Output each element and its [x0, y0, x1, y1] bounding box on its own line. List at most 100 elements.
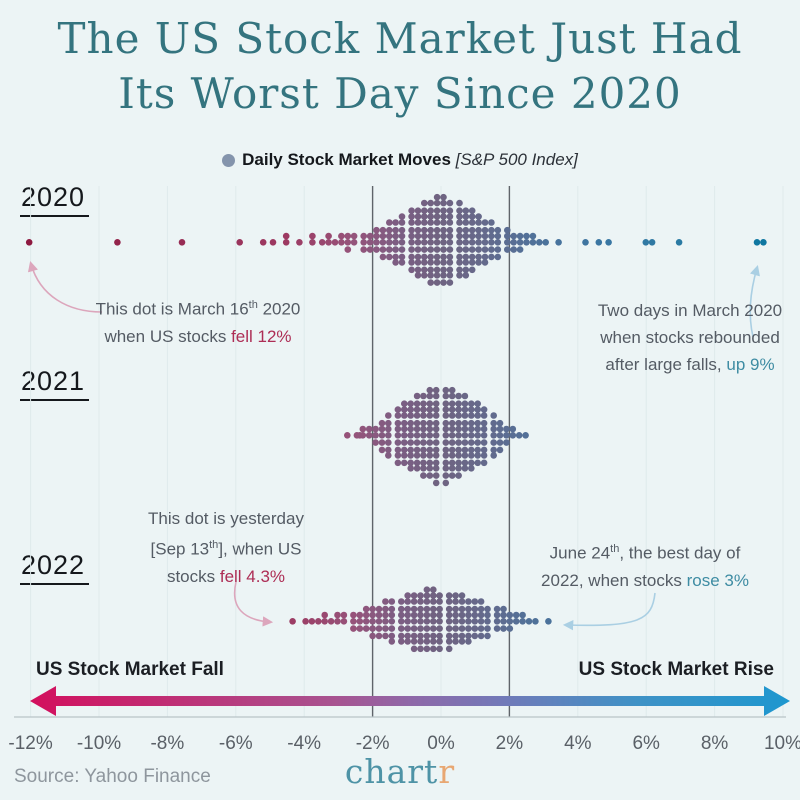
data-dot: [496, 419, 504, 427]
data-dot: [413, 419, 421, 427]
data-dot: [465, 598, 472, 605]
data-dot: [426, 459, 434, 467]
data-dot: [398, 213, 406, 220]
data-dot: [378, 446, 386, 454]
data-dot: [432, 386, 440, 394]
data-dot: [488, 219, 495, 226]
data-dot: [385, 419, 392, 427]
data-dot: [452, 618, 459, 625]
data-dot: [432, 400, 440, 408]
data-dot: [386, 226, 393, 234]
legend-sublabel: [S&P 500 Index]: [455, 150, 578, 169]
data-dot: [595, 239, 603, 246]
data-dot: [529, 239, 537, 246]
data-dot: [385, 452, 392, 459]
data-dot: [475, 226, 482, 234]
data-dot: [458, 605, 466, 613]
data-dot: [432, 392, 440, 400]
data-dot: [410, 611, 418, 619]
data-dot: [417, 632, 424, 640]
data-dot: [465, 638, 472, 645]
data-dot: [506, 611, 514, 619]
data-dot: [421, 232, 428, 240]
data-dot: [488, 232, 495, 240]
data-dot: [433, 272, 441, 279]
data-dot: [480, 459, 488, 467]
data-dot: [471, 598, 479, 605]
data-dot: [423, 586, 431, 593]
data-dot: [461, 425, 469, 433]
data-dot: [474, 425, 482, 433]
data-dot: [394, 412, 402, 419]
data-dot: [433, 259, 441, 266]
data-dot: [385, 446, 392, 454]
data-dot: [445, 645, 453, 653]
data-dot: [426, 439, 434, 446]
data-dot: [407, 406, 415, 413]
data-dot: [458, 611, 466, 619]
data-dot: [386, 253, 393, 261]
data-dot: [420, 432, 427, 439]
data-dot: [388, 605, 396, 613]
data-dot: [494, 226, 502, 234]
data-dot: [504, 246, 511, 253]
data-dot: [446, 246, 454, 253]
data-dot: [436, 611, 443, 619]
data-dot: [321, 618, 329, 625]
data-dot: [394, 406, 402, 413]
data-dot: [468, 419, 475, 427]
data-dot: [455, 459, 462, 467]
data-dot: [296, 239, 303, 246]
data-dot: [452, 632, 459, 640]
data-dot: [407, 412, 415, 419]
data-dot: [432, 479, 440, 487]
data-dot: [433, 219, 441, 226]
data-dot: [471, 632, 479, 640]
data-dot: [407, 446, 415, 454]
data-dot: [344, 239, 352, 246]
data-dot: [515, 432, 523, 439]
data-dot: [442, 446, 450, 454]
data-dot: [675, 239, 683, 246]
legend: Daily Stock Market Moves [S&P 500 Index]: [0, 150, 800, 170]
data-dot: [445, 638, 453, 645]
data-dot: [410, 625, 418, 632]
annotation-2020-rebound: Two days in March 2020 when stocks reboun…: [575, 297, 800, 378]
data-dot: [421, 253, 428, 261]
data-dot: [468, 226, 476, 234]
tick-label-2%: 2%: [495, 733, 524, 754]
data-dot: [427, 246, 435, 253]
data-dot: [468, 239, 476, 246]
data-dot: [475, 219, 482, 226]
data-dot: [456, 259, 463, 266]
data-dot: [427, 226, 435, 234]
data-dot: [446, 259, 454, 266]
data-dot: [468, 439, 475, 446]
data-dot: [542, 239, 549, 246]
data-dot: [477, 605, 485, 613]
data-dot: [407, 432, 415, 439]
data-dot: [456, 226, 463, 234]
year-label-2021: 2021: [20, 366, 90, 401]
data-dot: [432, 452, 440, 459]
annotation-2022-best-day: June 24th, the best day of 2022, when sto…: [515, 536, 775, 594]
data-dot: [420, 392, 427, 400]
data-dot: [458, 632, 466, 640]
data-dot: [388, 625, 396, 632]
data-dot: [436, 618, 443, 625]
data-dot: [753, 239, 761, 246]
annotation-line: [Sep 13th], when US: [150, 539, 302, 559]
tick-label-6%: 6%: [632, 733, 660, 754]
data-dot: [481, 259, 489, 266]
data-dot: [407, 425, 415, 433]
data-dot: [433, 213, 441, 220]
data-dot: [420, 406, 427, 413]
data-dot: [523, 232, 530, 240]
data-dot: [344, 246, 352, 253]
data-dot: [480, 439, 488, 446]
data-dot: [385, 439, 392, 446]
data-dot: [407, 419, 415, 427]
data-dot: [461, 446, 469, 454]
annotation-line: 2022, when stocks rose 3%: [541, 570, 749, 590]
data-dot: [446, 226, 454, 234]
